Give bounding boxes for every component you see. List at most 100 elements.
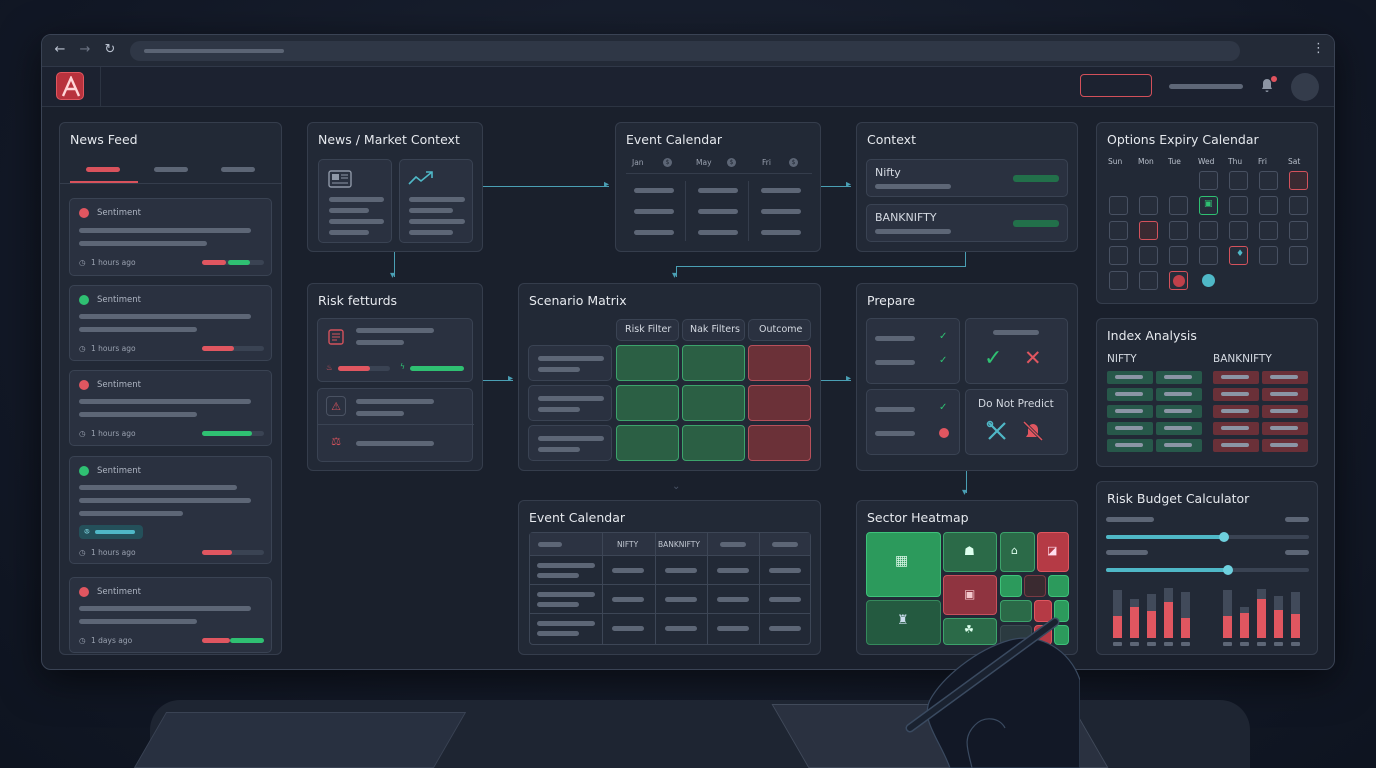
notification-dot [1271, 76, 1277, 82]
a-logo-icon[interactable] [56, 72, 84, 100]
context-item-nifty[interactable]: Nifty [866, 159, 1068, 197]
hand-with-pen-icon [905, 617, 1080, 768]
calendar-day[interactable] [1139, 221, 1158, 240]
header-action-button[interactable] [1080, 74, 1152, 97]
sentiment-indicator [79, 466, 89, 476]
heatmap-tile[interactable]: ♜ [866, 600, 941, 645]
calendar-day[interactable]: ♦ [1229, 246, 1248, 265]
url-bar[interactable] [130, 41, 1240, 61]
risk-card[interactable]: ♨ ϟ [317, 318, 473, 382]
prepare-checklist[interactable]: ✓ ✓ [866, 318, 960, 384]
do-not-predict-card[interactable]: Do Not Predict [965, 389, 1068, 455]
matrix-cell-green[interactable] [682, 425, 745, 461]
bell-icon[interactable] [1260, 77, 1274, 93]
calendar-day[interactable] [1169, 246, 1188, 265]
news-item[interactable]: Sentiment ◷ 1 hours ago [69, 198, 272, 276]
table-header-banknifty: BANKNIFTY [658, 540, 700, 549]
budget-slider[interactable] [1106, 532, 1309, 542]
slider-thumb[interactable] [1222, 565, 1233, 575]
calendar-day[interactable] [1199, 221, 1218, 240]
index-cell [1107, 388, 1153, 401]
news-item[interactable]: Sentiment ◷ 1 hours ago [69, 370, 272, 446]
context-item-banknifty[interactable]: BANKNIFTY [866, 204, 1068, 242]
matrix-cell-red[interactable] [748, 385, 811, 421]
calendar-day[interactable] [1199, 246, 1218, 265]
risk-card[interactable]: ⚠ ⚖ [317, 388, 474, 462]
calendar-day[interactable] [1109, 196, 1128, 215]
risk-budget-panel: Risk Budget Calculator [1096, 481, 1318, 655]
heatmap-tile[interactable] [1000, 575, 1022, 597]
calendar-day[interactable] [1139, 246, 1158, 265]
reload-icon[interactable]: ↻ [104, 42, 116, 57]
heatmap-tile[interactable] [1024, 575, 1046, 597]
calendar-day[interactable] [1109, 221, 1128, 240]
calendar-day[interactable] [1229, 196, 1248, 215]
heatmap-tile[interactable]: ☘ [943, 618, 997, 645]
balance-icon: ⚖ [331, 434, 341, 448]
risk-filter-header[interactable]: Risk Filter [616, 319, 679, 341]
tab-news-2[interactable] [154, 167, 188, 172]
app-header [42, 67, 1334, 107]
sentiment-indicator [79, 295, 89, 305]
heatmap-tile[interactable] [1054, 600, 1069, 622]
nak-filters-header[interactable]: Nak Filters [682, 319, 745, 341]
matrix-cell-red[interactable] [748, 345, 811, 381]
outcome-header[interactable]: Outcome [748, 319, 811, 341]
tab-news-3[interactable] [221, 167, 255, 172]
matrix-cell-green[interactable] [616, 385, 679, 421]
budget-slider[interactable] [1106, 565, 1309, 575]
calendar-day[interactable] [1169, 271, 1188, 290]
matrix-cell-green[interactable] [616, 345, 679, 381]
sentiment-label: Sentiment [97, 295, 141, 305]
heatmap-tile[interactable]: ◪ [1037, 532, 1069, 572]
tab-news-active[interactable] [86, 167, 120, 172]
heatmap-tile[interactable] [1034, 600, 1052, 622]
news-card[interactable] [318, 159, 392, 243]
matrix-cell-red[interactable] [748, 425, 811, 461]
prepare-checklist[interactable]: ✓ [866, 389, 960, 455]
weekday-label: Wed [1198, 157, 1215, 166]
heatmap-tile[interactable] [1048, 575, 1069, 597]
slider-thumb[interactable] [1218, 532, 1229, 542]
calendar-day[interactable] [1259, 171, 1278, 190]
calendar-day[interactable] [1229, 171, 1248, 190]
calendar-day[interactable] [1259, 246, 1278, 265]
calendar-day[interactable] [1289, 246, 1308, 265]
calendar-day[interactable] [1139, 271, 1158, 290]
calendar-day[interactable] [1109, 271, 1128, 290]
heatmap-tile[interactable]: ▣ [943, 575, 997, 615]
calendar-day[interactable] [1199, 271, 1218, 290]
heatmap-tile[interactable]: ☗ [943, 532, 997, 572]
matrix-row-label [528, 345, 612, 381]
calendar-day[interactable] [1199, 171, 1218, 190]
calendar-day[interactable] [1259, 196, 1278, 215]
calendar-day[interactable] [1169, 221, 1188, 240]
budget-tick [1147, 642, 1156, 646]
calendar-day[interactable] [1139, 196, 1158, 215]
calendar-day[interactable] [1289, 221, 1308, 240]
sentiment-indicator [79, 208, 89, 218]
matrix-cell-green[interactable] [682, 345, 745, 381]
calendar-day[interactable] [1169, 196, 1188, 215]
news-item[interactable]: Sentiment ◷ 1 hours ago [69, 285, 272, 361]
calendar-day[interactable] [1289, 171, 1308, 190]
trend-card[interactable] [399, 159, 473, 243]
back-arrow-icon[interactable]: ← [54, 42, 66, 57]
forward-arrow-icon[interactable]: → [79, 42, 91, 57]
heatmap-tile[interactable]: ▦ [866, 532, 941, 597]
heatmap-tile[interactable] [1054, 625, 1069, 645]
heatmap-tile[interactable]: ⌂ [1000, 532, 1035, 572]
more-menu-icon[interactable]: ⋮ [1312, 41, 1325, 56]
news-item[interactable]: Sentiment ◷ 1 days ago [69, 577, 272, 653]
matrix-cell-green[interactable] [682, 385, 745, 421]
calendar-day[interactable]: ▣ [1199, 196, 1218, 215]
matrix-cell-green[interactable] [616, 425, 679, 461]
prepare-decision[interactable]: ✓ ✕ [965, 318, 1068, 384]
calendar-day[interactable] [1259, 221, 1278, 240]
calendar-day[interactable] [1289, 196, 1308, 215]
news-item[interactable]: Sentiment ꔮ ◷ 1 hours ago [69, 456, 272, 564]
avatar[interactable] [1291, 73, 1319, 101]
calendar-day[interactable] [1229, 221, 1248, 240]
calendar-day[interactable] [1109, 246, 1128, 265]
heatmap-tile[interactable] [1000, 600, 1032, 622]
